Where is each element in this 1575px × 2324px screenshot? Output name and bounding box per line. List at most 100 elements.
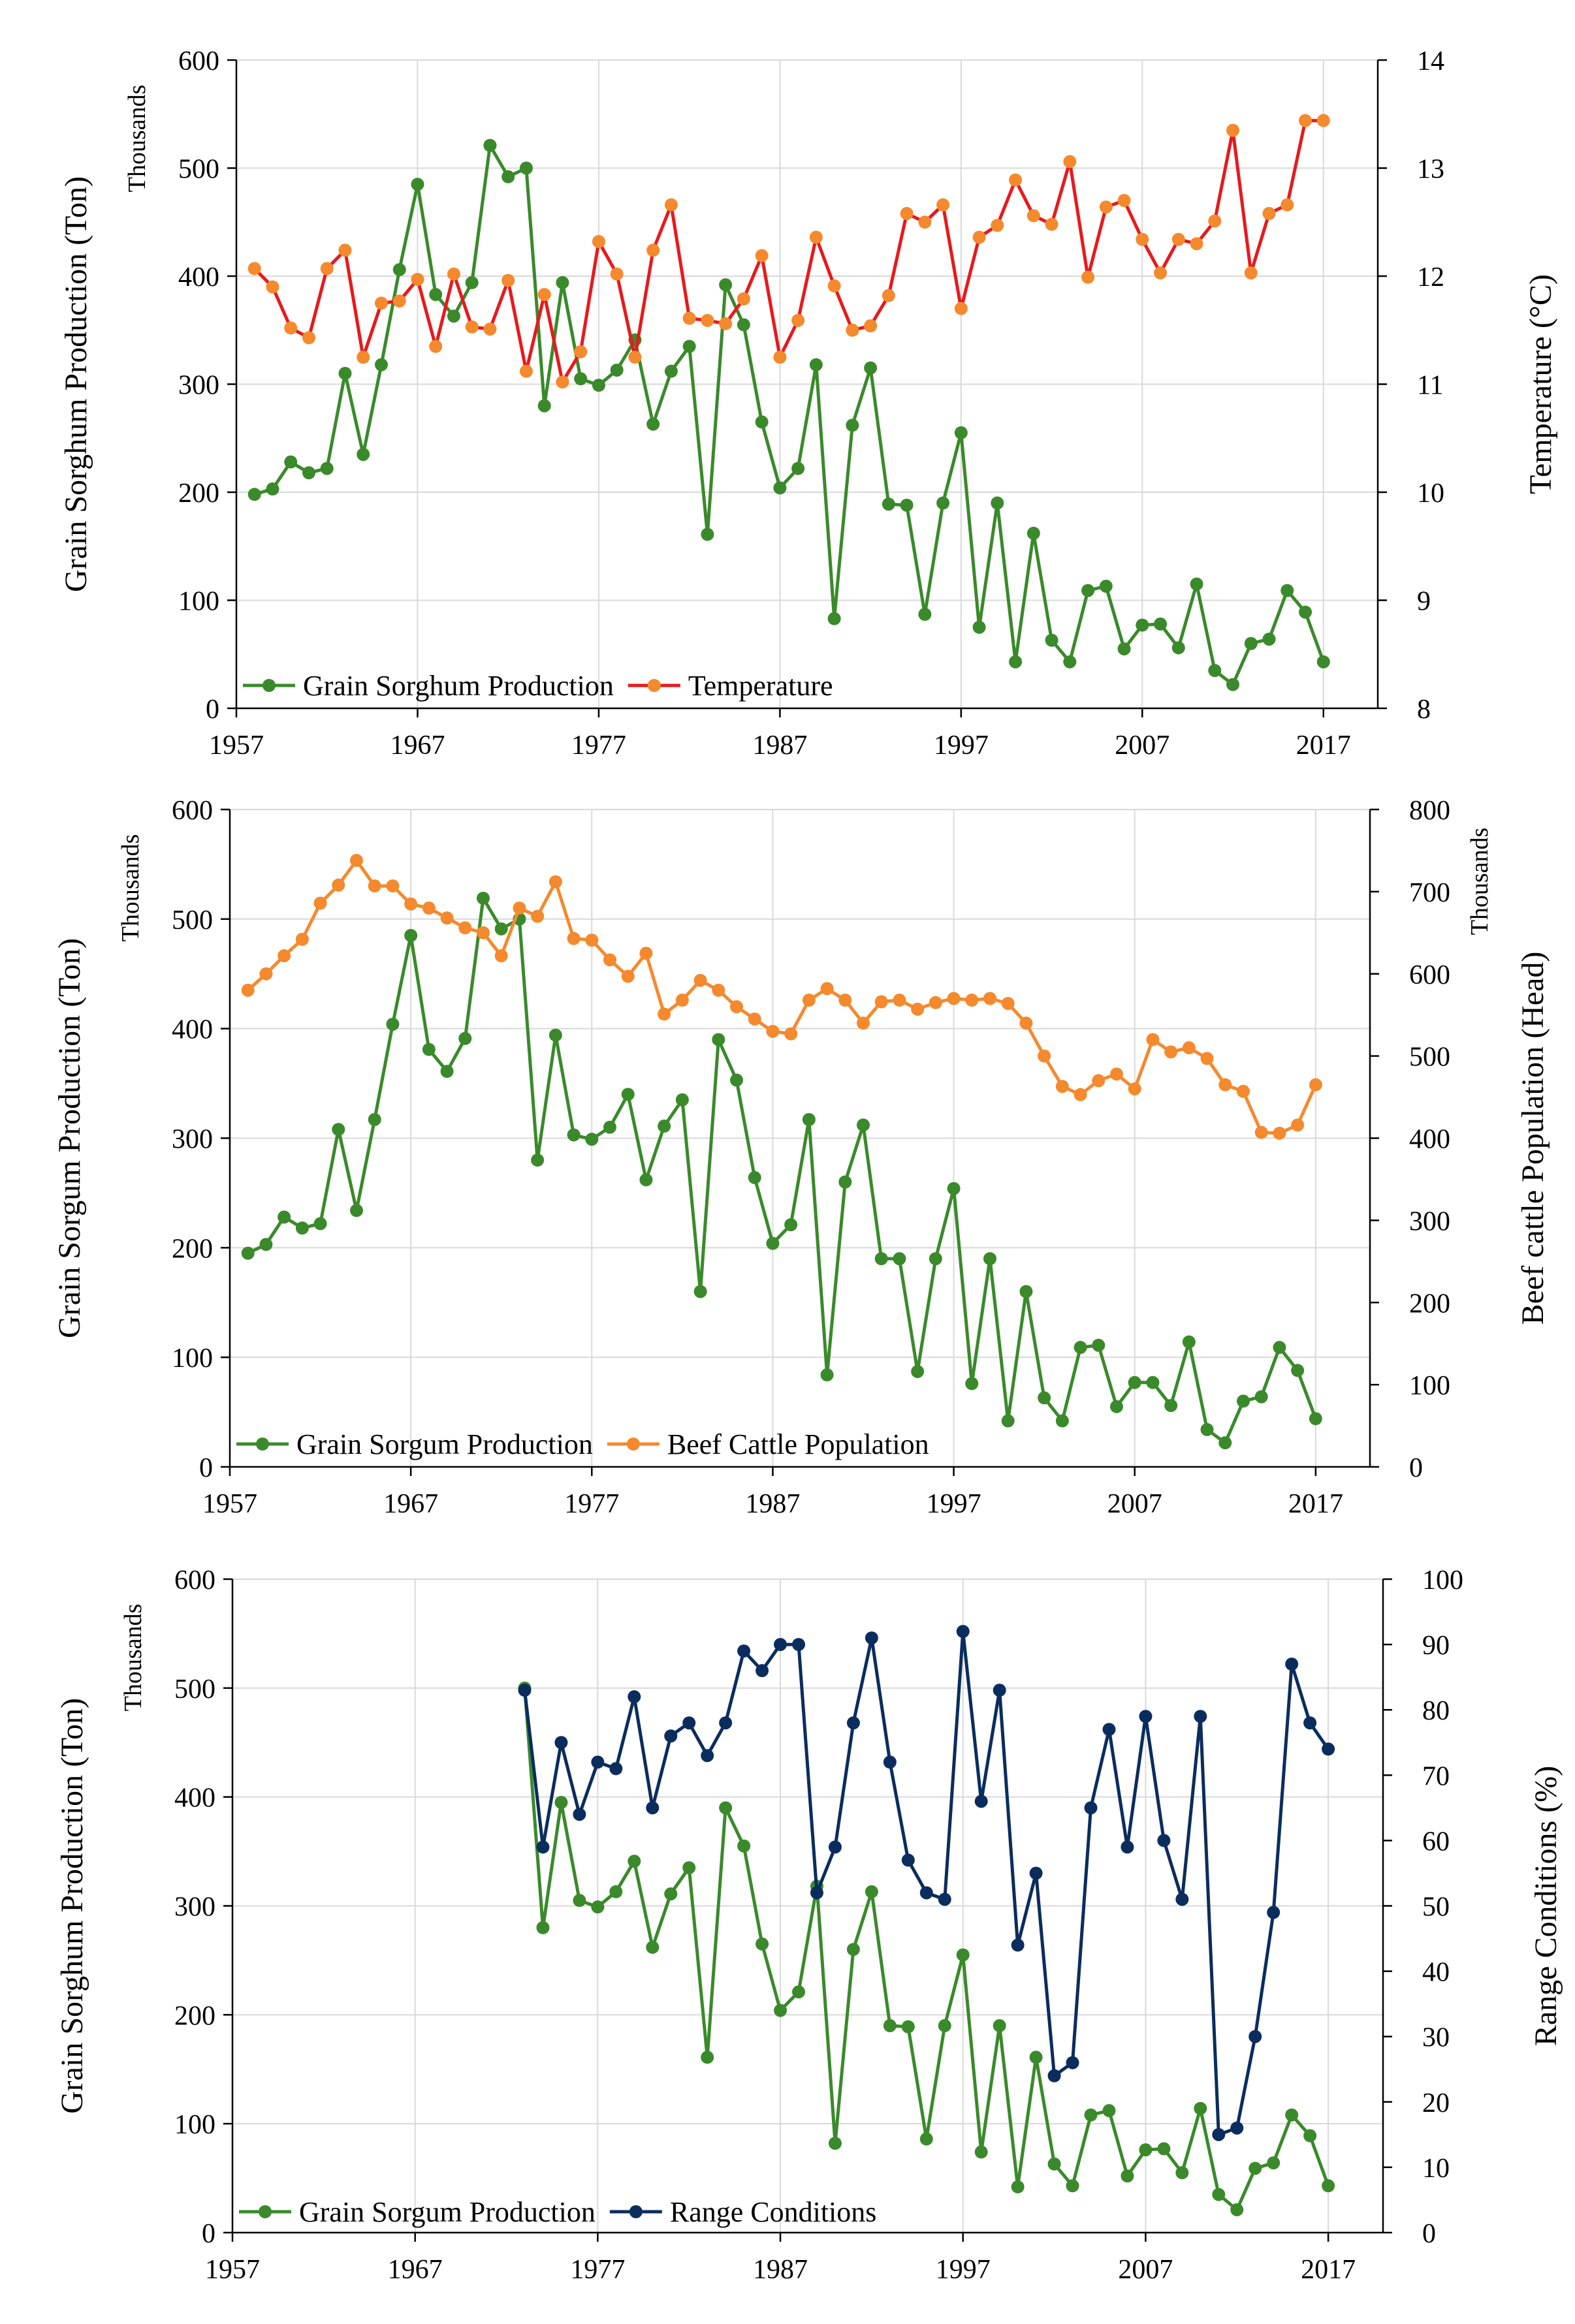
data-point-0 <box>820 1368 834 1382</box>
data-point-0 <box>1063 655 1077 668</box>
data-point-1 <box>332 878 345 892</box>
data-point-1 <box>719 317 733 330</box>
data-point-0 <box>682 1861 696 1875</box>
data-point-0 <box>1208 664 1222 678</box>
data-point-0 <box>846 1943 860 1956</box>
data-point-1 <box>1164 1045 1178 1059</box>
data-point-1 <box>241 983 255 997</box>
y-tick-label-right: 14 <box>1417 46 1444 76</box>
data-point-1 <box>658 1007 671 1021</box>
data-point-1 <box>712 983 725 997</box>
data-point-0 <box>440 1065 454 1078</box>
data-point-1 <box>1117 194 1131 208</box>
data-point-1 <box>531 909 545 923</box>
data-point-1 <box>936 198 950 212</box>
data-point-0 <box>585 1133 599 1146</box>
data-point-1 <box>1194 1710 1207 1723</box>
data-point-0 <box>991 496 1004 510</box>
data-point-0 <box>536 1921 550 1934</box>
data-point-1 <box>1128 1082 1141 1095</box>
series-line-1 <box>523 1629 1330 2137</box>
data-point-1 <box>1254 1125 1268 1139</box>
data-point-0 <box>864 361 878 375</box>
data-point-0 <box>1099 579 1113 593</box>
data-point-0 <box>537 399 551 413</box>
data-point-1 <box>792 1638 806 1652</box>
data-point-0 <box>1047 2157 1061 2171</box>
data-point-0 <box>1001 1414 1015 1428</box>
data-point-0 <box>621 1088 635 1101</box>
chart-range-conditions: 1957 1967 1977 1987 1997 2007 2017010020030040… <box>55 1565 1563 2285</box>
y-axis-label-left: Grain Sorghum Production (Ton) <box>55 1698 89 2114</box>
data-point-1 <box>809 230 823 244</box>
data-point-1 <box>737 292 750 306</box>
data-point-1 <box>919 1886 933 1900</box>
data-point-1 <box>911 1002 925 1016</box>
data-point-1 <box>1139 1710 1153 1723</box>
data-point-1 <box>368 879 381 893</box>
y-axis-label-right: Beef cattle Population (Head) <box>1516 952 1550 1325</box>
data-point-1 <box>1074 1088 1087 1101</box>
data-point-1 <box>901 1853 915 1867</box>
data-point-0 <box>1262 633 1276 646</box>
data-point-1 <box>991 219 1004 232</box>
data-point-1 <box>827 279 841 292</box>
data-point-1 <box>1084 1801 1098 1815</box>
data-point-0 <box>1291 1364 1305 1377</box>
data-point-0 <box>1084 2108 1098 2122</box>
data-point-0 <box>295 1221 309 1235</box>
data-point-0 <box>483 138 497 152</box>
data-point-1 <box>609 1762 623 1776</box>
data-point-1 <box>947 992 961 1005</box>
data-point-1 <box>1273 1126 1286 1140</box>
data-point-0 <box>974 2145 988 2159</box>
data-point-0 <box>719 1801 733 1815</box>
data-point-1 <box>701 313 714 327</box>
data-point-0 <box>313 1217 327 1231</box>
y-tick-label-right: 500 <box>1409 1043 1450 1073</box>
y-tick-label-left: 400 <box>178 262 219 292</box>
data-point-1 <box>338 243 352 257</box>
legend-entry: Range Conditions <box>670 2196 877 2228</box>
data-point-0 <box>332 1123 345 1137</box>
data-point-0 <box>658 1120 671 1133</box>
y-tick-label-right: 50 <box>1422 1892 1450 1923</box>
x-tick-label: 1967 <box>390 730 445 761</box>
data-point-1 <box>628 351 642 364</box>
y-tick-label-right: 400 <box>1409 1125 1450 1155</box>
data-point-0 <box>954 426 968 439</box>
data-point-0 <box>1194 2101 1207 2115</box>
data-point-0 <box>646 417 660 431</box>
data-point-1 <box>983 992 996 1005</box>
y-tick-label-left: 200 <box>178 479 219 509</box>
data-point-1 <box>1146 1033 1160 1046</box>
data-point-0 <box>639 1173 653 1187</box>
y-tick-label-right: 13 <box>1417 155 1444 185</box>
data-point-0 <box>368 1112 381 1126</box>
data-point-0 <box>1066 2179 1079 2193</box>
data-point-1 <box>621 969 635 983</box>
chart-beef-cattle: 1957 1967 1977 1987 1997 2007 2017 0 100 200 300 40… <box>52 796 1550 1519</box>
y-axis-label-left: Grain Sorgum Production (Ton) <box>52 938 87 1338</box>
y-tick-label-left: 200 <box>174 2001 215 2031</box>
data-point-0 <box>1009 655 1023 668</box>
data-point-0 <box>429 288 443 302</box>
data-point-1 <box>259 967 273 981</box>
data-point-0 <box>737 318 750 332</box>
data-point-1 <box>1121 1840 1134 1854</box>
x-tick-label: 1977 <box>571 730 626 761</box>
y-tick-label-right: 100 <box>1409 1371 1450 1401</box>
y-tick-label-left: 100 <box>172 1343 213 1374</box>
data-point-0 <box>1011 2180 1025 2193</box>
data-point-1 <box>874 995 888 1009</box>
data-point-0 <box>983 1252 996 1266</box>
legend-entry: Grain Sorgum Production <box>299 2196 596 2228</box>
data-point-0 <box>719 278 733 292</box>
data-point-0 <box>1019 1285 1033 1298</box>
data-point-1 <box>865 1631 878 1645</box>
y-tick-label-left: 600 <box>172 796 213 826</box>
legend-swatch-marker <box>629 2205 643 2218</box>
y-tick-label-right: 20 <box>1422 2088 1450 2118</box>
data-point-1 <box>1237 1084 1250 1098</box>
legend-swatch-marker <box>626 1437 640 1451</box>
